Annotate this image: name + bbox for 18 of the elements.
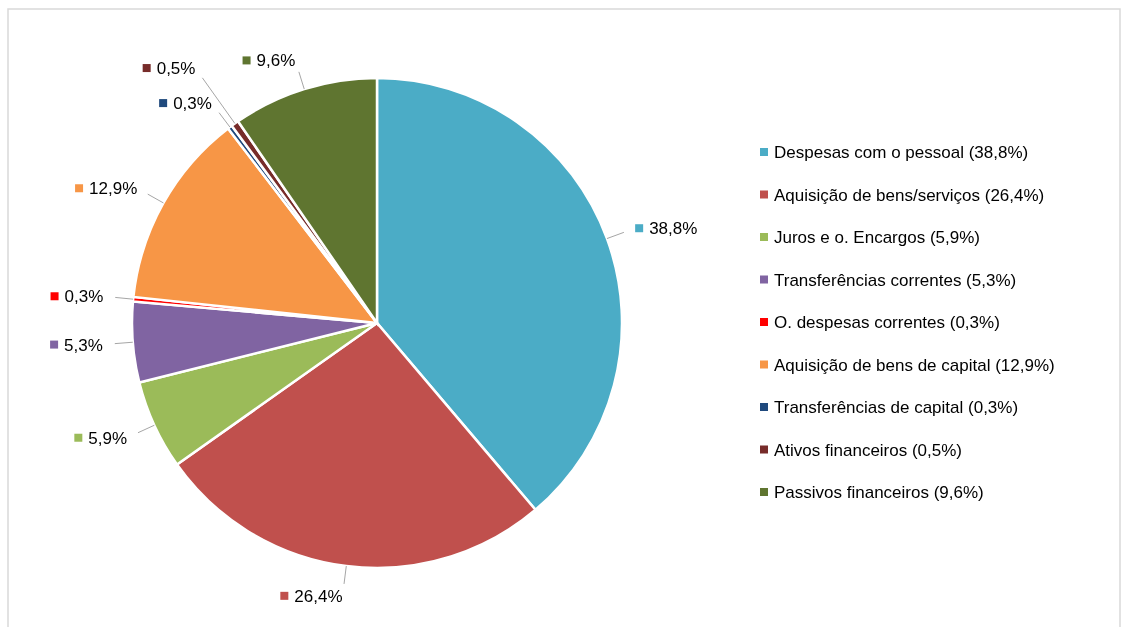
legend-label: Despesas com o pessoal (38,8%) [774, 143, 1029, 162]
legend-label: Transferências de capital (0,3%) [774, 398, 1019, 417]
data-label: 12,9% [89, 179, 138, 199]
legend-label: Juros e o. Encargos (5,9%) [774, 228, 980, 247]
data-label: 38,8% [649, 219, 698, 239]
legend-label: Aquisição de bens de capital (12,9%) [774, 355, 1055, 375]
data-label: 5,3% [64, 335, 103, 355]
data-label: 26,4% [294, 586, 343, 606]
legend-label: Ativos financeiros (0,5%) [774, 440, 963, 460]
legend-label: Transferências correntes (5,3%) [774, 270, 1017, 290]
data-label: 9,6% [256, 51, 296, 71]
data-label: 0,3% [173, 94, 212, 114]
data-label: 0,5% [156, 59, 196, 79]
legend-label: Passivos financeiros (9,6%) [774, 483, 984, 502]
data-label: 5,9% [88, 428, 128, 448]
legend-label: O. despesas correntes (0,3%) [774, 313, 1000, 332]
legend-label: Aquisição de bens/serviços (26,4%) [774, 185, 1045, 205]
data-label: 0,3% [64, 287, 104, 307]
